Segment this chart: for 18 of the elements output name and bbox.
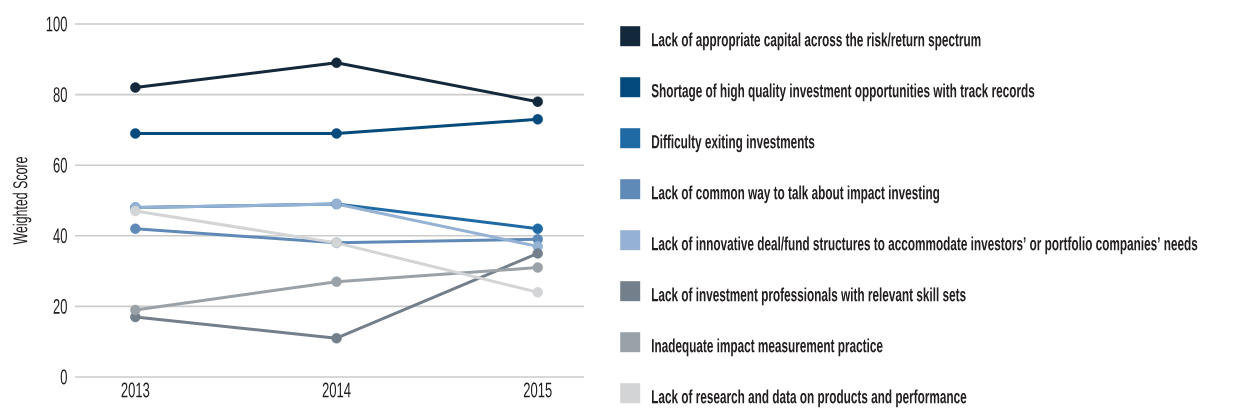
legend-label: Lack of innovative deal/fund structures to accommodate investors’ or portfolio companies’ needs — [651, 236, 1198, 255]
x-tick-label: 2015 — [523, 382, 552, 398]
legend-label: Lack of appropriate capital across the risk/return spectrum — [651, 32, 981, 51]
x-tick-label: 2014 — [322, 382, 351, 398]
x-tick-label: 2013 — [121, 382, 150, 398]
y-tick-label: 20 — [53, 298, 67, 314]
y-tick-label: 0 — [60, 369, 67, 385]
y-tick-label: 60 — [53, 157, 67, 173]
legend-label: Lack of common way to talk about impact investing — [651, 185, 940, 204]
y-axis-title: Weighted Score — [12, 156, 32, 245]
y-tick-label: 100 — [46, 16, 67, 32]
legend-label: Lack of investment professionals with relevant skill sets — [651, 287, 966, 306]
y-tick-label: 40 — [53, 228, 67, 244]
legend-label: Difficulty exiting investments — [651, 134, 815, 153]
legend-label: Lack of research and data on products and performance — [651, 389, 967, 408]
y-tick-label: 80 — [53, 87, 67, 102]
legend-label: Shortage of high quality investment opportunities with track records — [651, 83, 1035, 102]
legend-label: Inadequate impact measurement practice — [651, 338, 883, 357]
